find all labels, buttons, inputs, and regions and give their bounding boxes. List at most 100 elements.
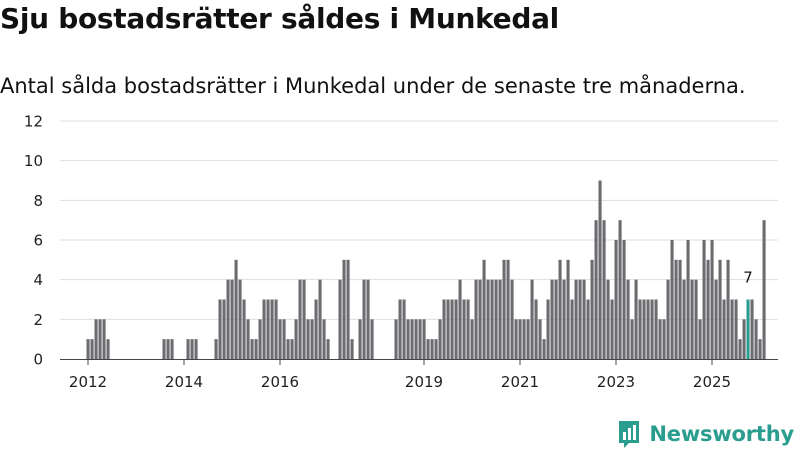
bar <box>598 180 602 359</box>
bar-chart-logo-icon <box>619 421 640 448</box>
bar <box>398 299 402 359</box>
bar <box>522 319 526 359</box>
bar <box>442 299 446 359</box>
bar <box>750 299 754 359</box>
bar <box>566 259 570 359</box>
bar <box>318 279 322 359</box>
brand-logo: Newsworthy <box>617 419 794 449</box>
bar <box>626 279 630 359</box>
bar <box>486 279 490 359</box>
bar <box>86 339 90 359</box>
bar <box>366 279 370 359</box>
bar <box>290 339 294 359</box>
bar <box>482 259 486 359</box>
bar <box>630 319 634 359</box>
bar <box>102 319 106 359</box>
bar <box>426 339 430 359</box>
bar <box>362 279 366 359</box>
bar <box>554 279 558 359</box>
bar <box>618 220 622 359</box>
bar <box>358 319 362 359</box>
bar <box>662 319 666 359</box>
bar <box>170 339 174 359</box>
y-tick-label-10: 10 <box>24 152 43 170</box>
bar <box>534 299 538 359</box>
bar <box>654 299 658 359</box>
bar <box>454 299 458 359</box>
brand-name: Newsworthy <box>649 422 794 446</box>
chart-gridlines <box>60 120 778 320</box>
bar <box>190 339 194 359</box>
bar <box>466 299 470 359</box>
bar <box>606 279 610 359</box>
bar <box>274 299 278 359</box>
bar <box>762 220 766 359</box>
bar <box>646 299 650 359</box>
bar-chart: 0 2 4 6 8 10 12 2012 2014 2016 2019 2021 2023 2025 7 <box>24 113 778 391</box>
bar <box>510 279 514 359</box>
bar <box>666 279 670 359</box>
bar <box>410 319 414 359</box>
x-tick-label-2025: 2025 <box>693 373 731 391</box>
x-axis-ticks: 2012 2014 2016 2019 2021 2023 2025 <box>69 359 731 391</box>
bar <box>494 279 498 359</box>
bar <box>638 299 642 359</box>
bar <box>218 299 222 359</box>
bar <box>754 319 758 359</box>
x-tick-label-2014: 2014 <box>165 373 203 391</box>
bar <box>302 279 306 359</box>
bar <box>538 319 542 359</box>
bar <box>106 339 110 359</box>
bar <box>262 299 266 359</box>
bar <box>162 339 166 359</box>
bar <box>222 299 226 359</box>
bar <box>254 339 258 359</box>
bar <box>590 259 594 359</box>
bar-highlight <box>746 299 750 359</box>
bar <box>258 319 262 359</box>
bar <box>478 279 482 359</box>
bar <box>650 299 654 359</box>
bar <box>602 220 606 359</box>
bar <box>594 220 598 359</box>
bar <box>582 279 586 359</box>
bar <box>526 319 530 359</box>
bar <box>634 279 638 359</box>
bar <box>186 339 190 359</box>
bar <box>298 279 302 359</box>
x-tick-label-2016: 2016 <box>261 373 299 391</box>
bar <box>738 339 742 359</box>
bar <box>450 299 454 359</box>
bar <box>498 279 502 359</box>
bar <box>246 319 250 359</box>
bar <box>726 259 730 359</box>
bar <box>242 299 246 359</box>
bar <box>214 339 218 359</box>
chart-bars <box>86 180 766 359</box>
bar <box>506 259 510 359</box>
y-tick-label-12: 12 <box>24 113 43 131</box>
bar <box>674 259 678 359</box>
bar <box>542 339 546 359</box>
y-tick-label-8: 8 <box>33 192 43 210</box>
bar <box>714 279 718 359</box>
y-tick-label-6: 6 <box>33 232 43 250</box>
bar <box>370 319 374 359</box>
bar <box>550 279 554 359</box>
bar <box>490 279 494 359</box>
chart-subtitle: Antal sålda bostadsrätter i Munkedal und… <box>0 74 746 98</box>
y-axis-ticks: 0 2 4 6 8 10 12 <box>24 113 43 369</box>
bar <box>434 339 438 359</box>
bar <box>166 339 170 359</box>
bar <box>418 319 422 359</box>
bar <box>98 319 102 359</box>
bar <box>718 259 722 359</box>
bar <box>722 299 726 359</box>
bar <box>282 319 286 359</box>
bar <box>670 240 674 359</box>
bar <box>682 279 686 359</box>
bar <box>642 299 646 359</box>
bar <box>90 339 94 359</box>
bar <box>514 319 518 359</box>
bar <box>614 240 618 359</box>
